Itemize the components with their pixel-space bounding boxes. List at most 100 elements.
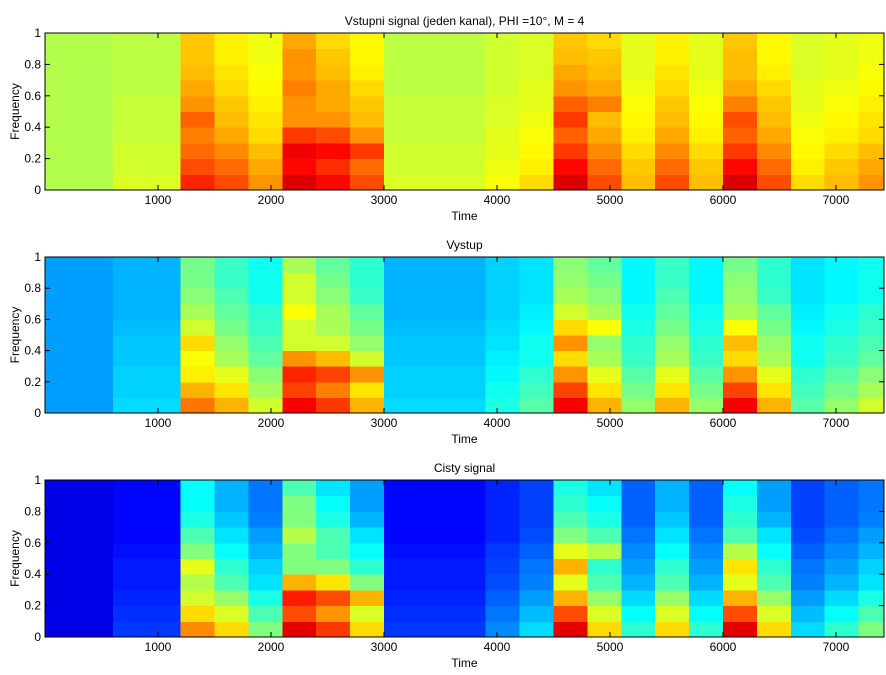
heatmap-cell [858,142,884,160]
heatmap-cell [248,350,283,367]
heatmap-cell [180,272,215,289]
heatmap-cell [756,511,792,528]
heatmap-cell [485,174,521,190]
heatmap-cell [45,158,80,175]
heatmap-cell [45,319,80,336]
heatmap-cell [417,288,453,305]
heatmap-cell [519,319,554,336]
heatmap-cell [587,511,622,528]
y-axis-label: Frequency [8,83,22,140]
axes-frame [44,32,885,191]
heatmap-cell [722,621,758,637]
heatmap-cell [519,480,554,497]
heatmap-cell [722,397,758,413]
x-axis-label: Time [451,432,478,446]
heatmap-cell [146,558,182,575]
heatmap-cell [553,589,588,607]
heatmap-cell [316,272,351,289]
heatmap-cell [78,558,114,575]
heatmap-cell [587,174,622,190]
heatmap-cell [722,95,758,112]
heatmap-cell [756,64,792,81]
heatmap-cell [316,142,351,160]
heatmap-cell [790,48,826,65]
heatmap-cell [350,303,385,320]
heatmap-cell [78,495,114,512]
x-tick-label: 1000 [145,416,172,430]
heatmap-cell [553,350,588,367]
heatmap-cell [790,381,826,398]
heatmap-cell [858,257,884,274]
heatmap-cell [451,288,487,305]
heatmap-cell [112,95,148,112]
heatmap-cell [350,605,385,622]
heatmap-cell [858,527,884,544]
heatmap-cell [689,480,724,497]
heatmap-cell [383,33,419,50]
heatmap-cell [417,558,453,575]
heatmap-cell [112,142,148,160]
heatmap-cell [383,542,419,559]
heatmap-cell [621,397,656,413]
heatmap-cell [350,95,385,112]
heatmap-cell [519,605,554,622]
heatmap-cell [689,111,724,128]
heatmap-cell [858,80,884,97]
heatmap-cell [485,111,521,128]
heatmap-cell [78,319,114,336]
heatmap-cell [146,574,182,591]
heatmap-cell [316,605,351,622]
heatmap-cell [451,127,487,144]
heatmap-cell [824,574,860,591]
y-tick-label: 0 [34,183,41,197]
heatmap-cell [824,80,860,97]
heatmap-cell [519,111,554,128]
heatmap-cell [553,158,588,175]
y-axis-label: Frequency [8,307,22,364]
heatmap-cell [621,542,656,559]
heatmap-cell [519,64,554,81]
heatmap-cell [587,288,622,305]
heatmap-cell [519,542,554,559]
heatmap-cell [790,257,826,274]
heatmap-cell [180,350,215,367]
heatmap-cell [350,621,385,637]
x-tick-label: 5000 [597,416,624,430]
heatmap-cell [451,527,487,544]
heatmap-cell [282,558,317,575]
heatmap-cell [417,33,453,50]
heatmap-cell [689,257,724,274]
heatmap-cell [587,605,622,622]
heatmap-cell [451,495,487,512]
heatmap-cell [621,272,656,289]
heatmap-cell [45,558,80,575]
heatmap-cell [587,350,622,367]
heatmap-cell [417,621,453,637]
heatmap-cell [350,272,385,289]
heatmap-cell [824,48,860,65]
heatmap-cell [655,303,690,320]
heatmap-cell [858,558,884,575]
heatmap-cell [78,272,114,289]
heatmap-cell [248,174,283,190]
heatmap-cell [824,558,860,575]
heatmap-cell [282,288,317,305]
axes-frame [44,256,885,414]
heatmap-cell [383,111,419,128]
heatmap-cell [248,257,283,274]
heatmap-cell [621,495,656,512]
heatmap-cell [350,127,385,144]
heatmap-cell [858,621,884,637]
heatmap-cell [78,257,114,274]
x-tick-label: 4000 [484,193,511,207]
heatmap-cell [282,589,317,607]
heatmap-cell [756,95,792,112]
heatmap-cell [621,574,656,591]
heatmap-cell [45,174,80,190]
heatmap-cell [722,335,758,352]
heatmap-cell [485,495,521,512]
heatmap-cell [248,80,283,97]
heatmap-cell [722,142,758,160]
heatmap-cell [350,257,385,274]
